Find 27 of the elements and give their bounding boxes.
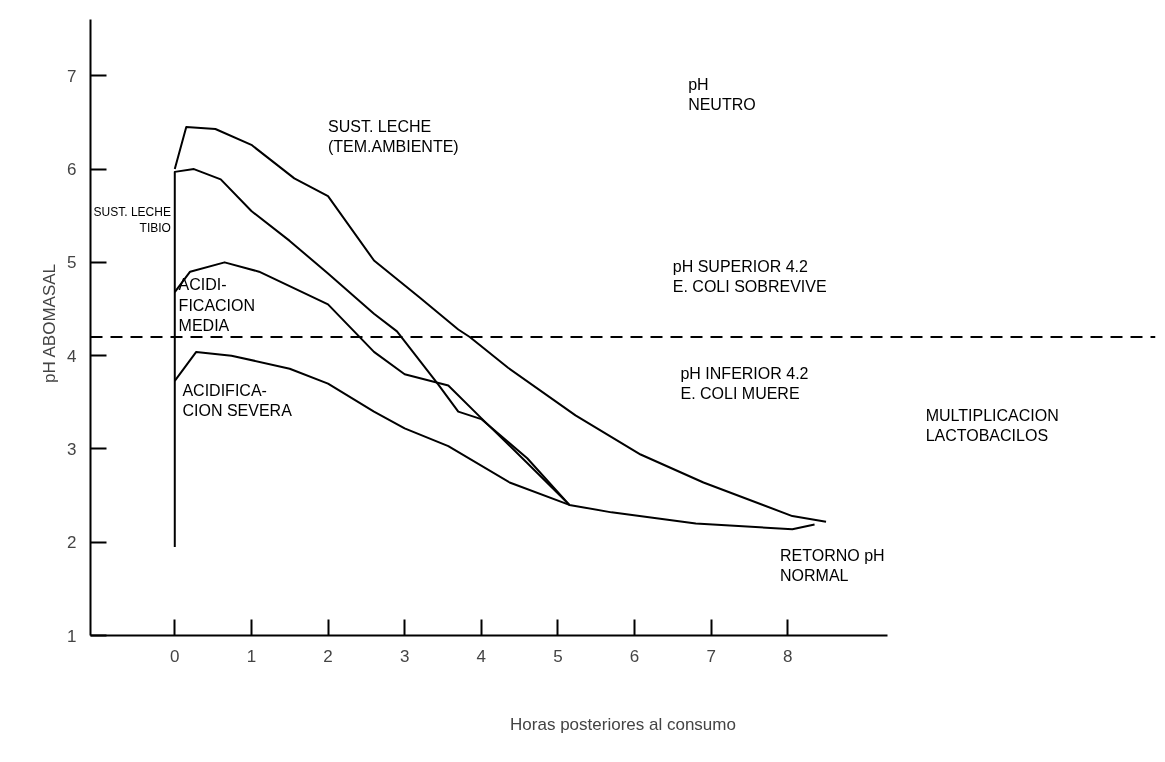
series-label: ACIDIFICA- CION SEVERA [182,381,293,420]
text: SUST. LECHE (TEM.AMBIENTE) [328,117,459,156]
x-tick-label: 4 [476,646,486,666]
x-tick-label: 0 [170,646,180,666]
x-tick-label: 5 [553,646,563,666]
y-tick-label: 6 [67,160,77,180]
text: MULTIPLICACION LACTOBACILOS [925,406,1059,445]
x-tick-label: 3 [399,646,410,666]
x-axis-title: Horas posteriores al consumo [510,714,736,734]
annotation: pH INFERIOR 4.2 E. COLI MUERE [680,364,809,403]
x-tick-label: 8 [783,646,793,666]
x-tick-label: 2 [323,646,333,666]
y-tick-label: 3 [67,439,77,459]
y-tick-label: 4 [67,346,77,366]
y-tick-label: 7 [67,66,77,86]
y-tick-label: 2 [67,533,77,553]
y-tick-label: 5 [67,253,77,273]
x-tick-label: 1 [246,646,257,666]
y-tick-label: 1 [67,626,77,646]
series-label: ACIDI- FICACION MEDIA [178,276,256,335]
x-tick-label: 7 [706,646,716,666]
annotation: RETORNO pH NORMAL [780,546,885,585]
y-axis-title: pH ABOMASAL [40,263,60,383]
annotation: pH SUPERIOR 4.2 E. COLI SOBREVIVE [672,257,827,296]
annotation: pH NEUTRO [688,75,756,114]
x-tick-label: 6 [629,646,640,666]
series-label: SUST. LECHE TIBIO [93,204,171,236]
